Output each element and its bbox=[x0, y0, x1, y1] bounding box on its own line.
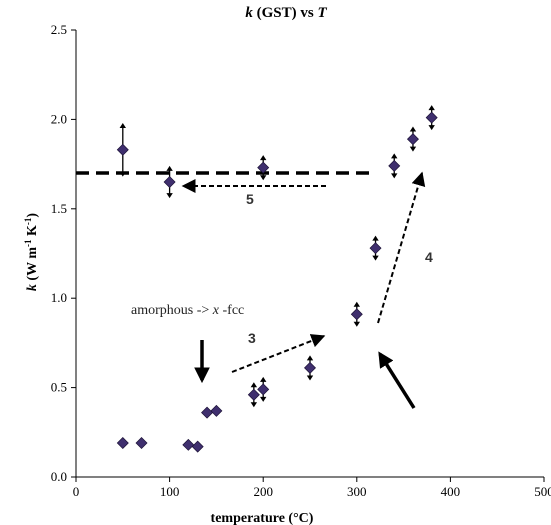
axes: 0.0 0.5 1.0 1.5 2.0 2.5 0 100 200 300 400 500 bbox=[51, 22, 551, 499]
data-point bbox=[201, 406, 214, 419]
data-points bbox=[116, 105, 438, 453]
ylabel-k: k bbox=[25, 284, 40, 291]
y-tick-label: 2.5 bbox=[51, 22, 67, 37]
y-tick-label: 0.0 bbox=[51, 469, 67, 484]
error-cap-bottom bbox=[260, 396, 267, 402]
ylabel-sp: K bbox=[25, 225, 40, 240]
title-mid: (GST) vs bbox=[253, 5, 318, 21]
x-tick-label: 0 bbox=[73, 484, 80, 499]
error-cap-top bbox=[260, 155, 267, 161]
error-cap-top bbox=[250, 382, 258, 388]
x-axis-label: temperature (°C) bbox=[211, 511, 314, 525]
diamond-marker bbox=[406, 133, 419, 146]
error-cap-top bbox=[428, 105, 435, 111]
error-cap-bottom bbox=[372, 255, 379, 261]
ylabel-exp2: -1 bbox=[23, 217, 33, 225]
arrow-pointer bbox=[378, 351, 416, 409]
data-point bbox=[210, 404, 223, 417]
title-k: k bbox=[245, 5, 253, 21]
diamond-marker bbox=[425, 111, 438, 124]
y-tick-label: 1.5 bbox=[51, 201, 67, 216]
data-point bbox=[350, 301, 363, 327]
error-cap-bottom bbox=[353, 321, 360, 327]
error-cap-top bbox=[119, 122, 126, 128]
arrow-3 bbox=[231, 334, 326, 373]
error-cap-top bbox=[260, 376, 267, 382]
diamond-marker bbox=[388, 159, 401, 172]
x-tick-label: 300 bbox=[347, 484, 367, 499]
ylabel-exp1: -1 bbox=[23, 239, 33, 247]
diamond-marker bbox=[163, 175, 176, 188]
error-cap-bottom bbox=[119, 171, 126, 177]
chart-title: k (GST) vs T bbox=[245, 5, 327, 21]
annotation-4: 4 bbox=[425, 249, 433, 265]
phase-x: x bbox=[212, 303, 220, 318]
diamond-marker bbox=[116, 437, 129, 450]
diamond-marker bbox=[257, 161, 270, 174]
diamond-marker bbox=[116, 143, 129, 156]
error-cap-bottom bbox=[409, 146, 417, 152]
error-cap-bottom bbox=[428, 125, 435, 131]
data-point bbox=[369, 235, 382, 261]
error-cap-top bbox=[166, 165, 173, 171]
ylabel-close: ) bbox=[25, 213, 40, 218]
y-tick-label: 2.0 bbox=[51, 111, 67, 126]
error-cap-bottom bbox=[306, 375, 314, 381]
diamond-marker bbox=[135, 437, 148, 450]
y-axis-label: k (W m-1 K-1) bbox=[23, 213, 40, 291]
error-cap-top bbox=[306, 355, 314, 361]
diamond-marker bbox=[350, 308, 363, 321]
data-point bbox=[116, 437, 129, 450]
diamond-marker bbox=[247, 388, 260, 401]
error-cap-top bbox=[353, 301, 360, 307]
diamond-marker bbox=[304, 361, 316, 374]
data-point bbox=[257, 376, 270, 402]
title-T: T bbox=[317, 5, 327, 21]
x-tick-label: 100 bbox=[160, 484, 180, 499]
phase-suffix: -fcc bbox=[219, 303, 244, 318]
data-point bbox=[304, 355, 316, 381]
annotation-3: 3 bbox=[248, 330, 256, 346]
diamond-marker bbox=[182, 438, 195, 451]
phase-annotation: amorphous -> x -fcc bbox=[131, 303, 244, 318]
y-tick-label: 1.0 bbox=[51, 290, 67, 305]
error-cap-bottom bbox=[166, 193, 173, 199]
error-cap-bottom bbox=[391, 173, 398, 179]
error-cap-top bbox=[372, 235, 379, 241]
data-point bbox=[406, 126, 419, 152]
y-tick-label: 0.5 bbox=[51, 380, 67, 395]
error-cap-top bbox=[391, 153, 398, 159]
data-point bbox=[257, 155, 270, 181]
data-point bbox=[388, 153, 401, 179]
data-point bbox=[116, 122, 129, 177]
data-point bbox=[247, 382, 260, 408]
arrow-4 bbox=[377, 171, 426, 324]
annotation-5: 5 bbox=[246, 191, 254, 207]
diamond-marker bbox=[201, 406, 214, 419]
data-point bbox=[163, 165, 176, 199]
ylabel-rest: (W m bbox=[25, 247, 40, 284]
data-point bbox=[135, 437, 148, 450]
error-cap-bottom bbox=[260, 175, 267, 181]
diamond-marker bbox=[369, 242, 382, 255]
data-point bbox=[191, 440, 204, 453]
x-tick-label: 200 bbox=[253, 484, 273, 499]
x-tick-label: 500 bbox=[534, 484, 551, 499]
phase-prefix: amorphous -> bbox=[131, 303, 213, 318]
data-point bbox=[425, 105, 438, 131]
data-point bbox=[182, 438, 195, 451]
diamond-marker bbox=[257, 383, 270, 396]
error-cap-bottom bbox=[250, 402, 258, 408]
diamond-marker bbox=[210, 404, 223, 417]
x-tick-label: 400 bbox=[441, 484, 461, 499]
error-cap-top bbox=[409, 126, 417, 132]
diamond-marker bbox=[191, 440, 204, 453]
